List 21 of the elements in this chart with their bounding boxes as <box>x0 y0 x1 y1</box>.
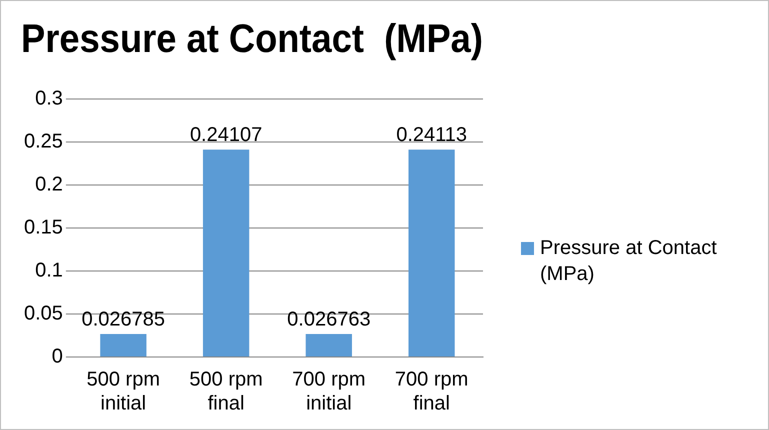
x-tick-label: 500 rpm initial <box>86 368 160 415</box>
x-tick-label: 700 rpm initial <box>292 368 366 415</box>
bar <box>100 334 146 356</box>
chart-title: Pressure at Contact (MPa) <box>21 16 483 62</box>
data-label: 0.026785 <box>82 308 166 330</box>
legend-label: Pressure at Contact (MPa) <box>540 236 718 287</box>
y-tick-label: 0.1 <box>35 260 63 282</box>
data-label: 0.026763 <box>287 308 371 330</box>
y-tick-label: 0.3 <box>35 88 63 110</box>
x-tick-label: 500 rpm final <box>189 368 263 415</box>
data-label: 0.24107 <box>190 124 262 146</box>
bar <box>408 150 455 356</box>
x-tick-label: 700 rpm final <box>394 368 468 415</box>
y-tick-label: 0.15 <box>24 216 63 239</box>
y-tick-label: 0.25 <box>24 130 63 153</box>
data-label: 0.24113 <box>396 124 468 146</box>
y-tick-label: 0 <box>52 346 63 368</box>
y-tick-label: 0.2 <box>35 174 63 196</box>
bar <box>202 150 250 356</box>
y-tick-label: 0.05 <box>24 302 63 325</box>
bar <box>306 334 352 356</box>
